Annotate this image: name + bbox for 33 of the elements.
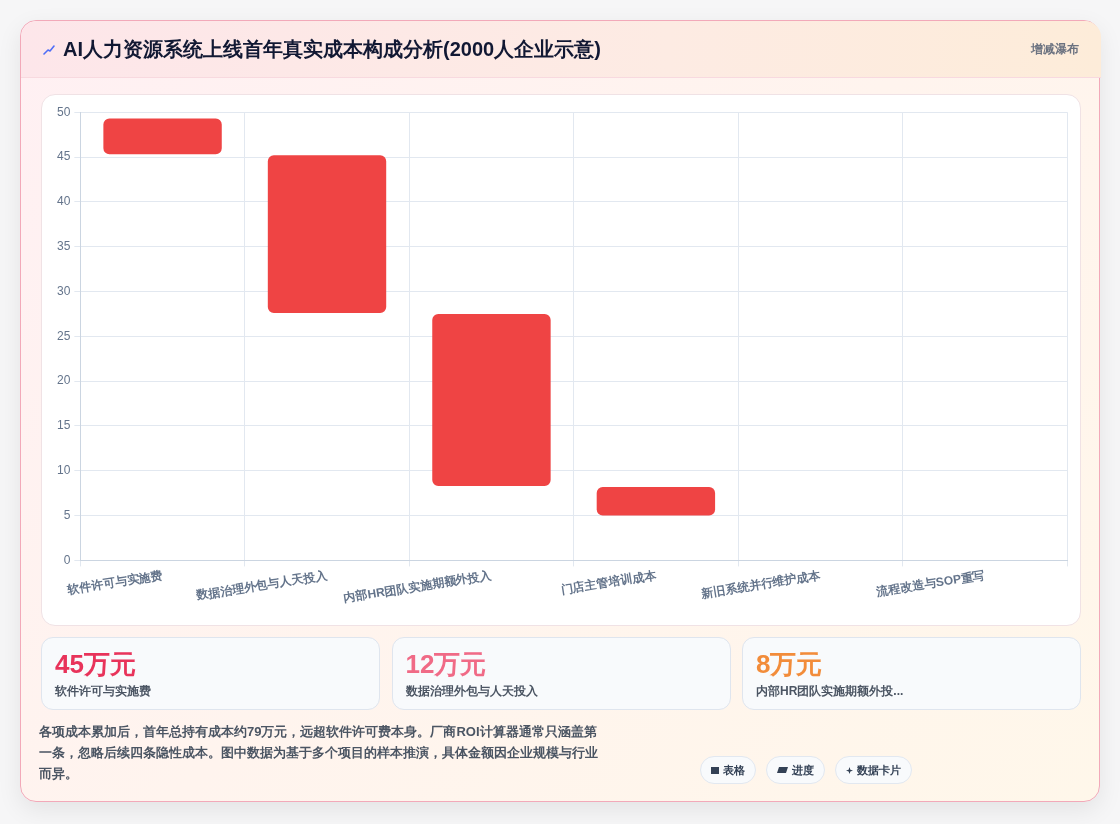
- y-tick-label: 45: [56, 149, 71, 164]
- bar: [267, 155, 387, 313]
- y-tick-label: 10: [56, 463, 71, 478]
- x-tick-label: 内部HR团队实施期额外投入: [342, 567, 494, 606]
- bar: [103, 118, 222, 155]
- text: 45万元: [55, 648, 136, 680]
- text: 数据卡片: [857, 762, 901, 778]
- text: 内部HR团队实施期额外投...: [756, 683, 904, 699]
- y-tick-label: 30: [56, 283, 71, 298]
- y-tick-label: 25: [56, 328, 71, 343]
- text: 12万元: [405, 648, 487, 680]
- x-tick-label: 数据治理外包与人天投入: [194, 567, 329, 603]
- bar: [432, 313, 551, 487]
- text: 表格: [723, 762, 745, 778]
- y-tick-label: 20: [56, 373, 71, 388]
- text: 进度: [792, 762, 814, 778]
- text: 8万元: [756, 648, 823, 680]
- x-tick-label: 门店主管培训成本: [559, 567, 658, 597]
- y-tick-label: 40: [56, 194, 71, 209]
- x-tick-label: 流程改造与SOP重写: [874, 567, 986, 600]
- y-tick-label: 15: [56, 418, 71, 433]
- text: 增减瀑布: [1031, 41, 1079, 57]
- y-tick-label: 50: [56, 104, 71, 119]
- text: 各项成本累加后，首年总持有成本约79万元，远超软件许可费本身。厂商ROI计算器通常只涵盖第一条，忽略后续四条隐性成本。图中数据为基于多个项目的样本推演，具体金额因企业规模与行业而异。: [39, 723, 599, 783]
- y-tick-label: 5: [63, 507, 71, 522]
- text: 数据治理外包与人天投入: [405, 683, 538, 699]
- x-tick-label: 新旧系统并行维护成本: [699, 567, 823, 601]
- chart-title: AI人力资源系统上线首年真实成本构成分析(2000人企业示意): [63, 37, 601, 62]
- y-tick-label: 0: [63, 552, 71, 567]
- x-tick-label: 软件许可与实施费: [65, 567, 164, 597]
- bar: [596, 486, 716, 516]
- y-tick-label: 35: [56, 238, 71, 253]
- text: 软件许可与实施费: [55, 683, 151, 699]
